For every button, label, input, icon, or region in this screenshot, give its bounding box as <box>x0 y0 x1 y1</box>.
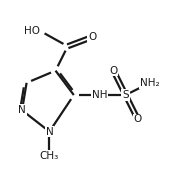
Text: NH₂: NH₂ <box>140 78 160 88</box>
Text: N: N <box>46 127 53 137</box>
Text: O: O <box>134 114 142 124</box>
Text: O: O <box>109 66 117 76</box>
Text: NH: NH <box>92 90 108 100</box>
Text: HO: HO <box>24 26 40 36</box>
Text: O: O <box>88 32 96 42</box>
Text: N: N <box>18 105 26 115</box>
Text: CH₃: CH₃ <box>40 151 59 161</box>
Text: S: S <box>122 90 129 100</box>
